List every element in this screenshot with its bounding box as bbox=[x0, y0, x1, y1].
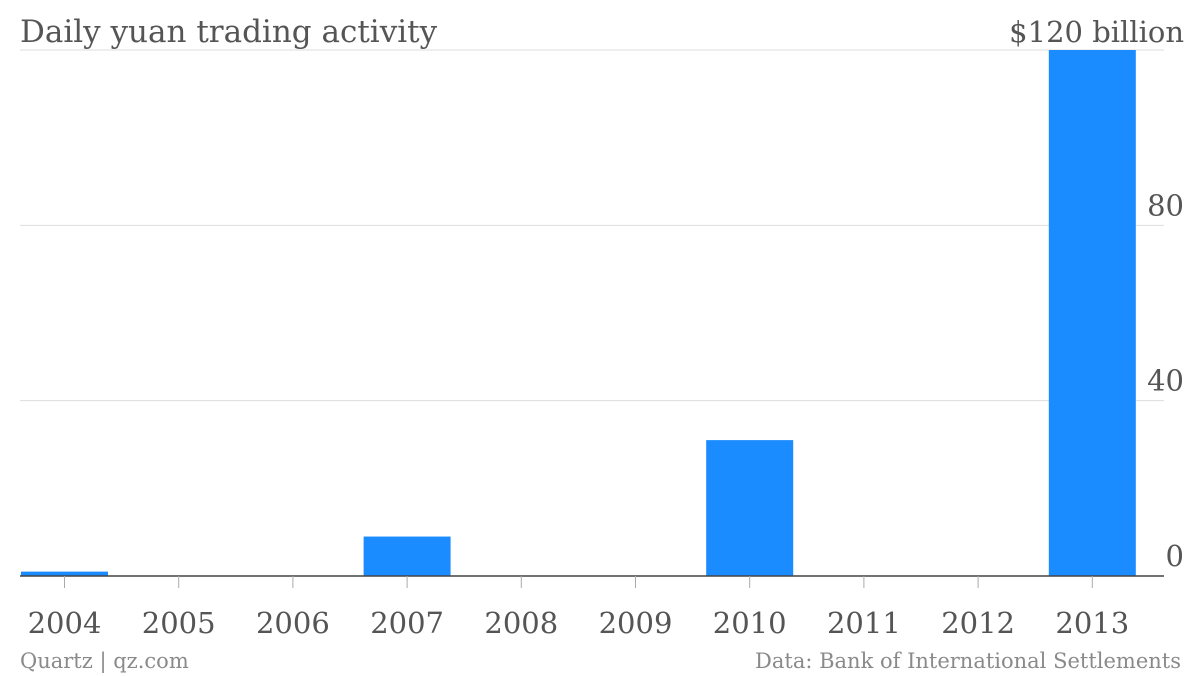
footer-source-left: Quartz | qz.com bbox=[20, 649, 189, 674]
y-tick-label: $120 billion bbox=[1009, 15, 1184, 49]
x-tick-label: 2007 bbox=[370, 606, 444, 640]
x-tick-label: 2008 bbox=[484, 606, 558, 640]
x-tick-label: 2004 bbox=[28, 606, 102, 640]
x-tick-marks bbox=[64, 576, 1093, 588]
bars bbox=[21, 50, 1136, 576]
footer-source-right: Data: Bank of International Settlements bbox=[755, 649, 1181, 673]
gridlines bbox=[20, 49, 1164, 402]
y-tick-label: 40 bbox=[1147, 364, 1184, 398]
bar-2004 bbox=[21, 571, 108, 576]
x-tick-labels: 2004 2005 2006 2007 2008 2009 2010 2011 2012 2013 bbox=[28, 606, 1130, 640]
bar-2010 bbox=[706, 440, 794, 576]
bar-2007 bbox=[363, 536, 451, 576]
y-tick-labels: 0 40 80 $120 billion bbox=[1009, 15, 1184, 573]
x-tick-label: 2005 bbox=[142, 606, 216, 640]
chart-title: Daily yuan trading activity bbox=[20, 14, 438, 50]
y-tick-label: 80 bbox=[1147, 188, 1184, 222]
x-tick-label: 2010 bbox=[713, 606, 787, 640]
bar-2013 bbox=[1048, 50, 1136, 576]
x-tick-label: 2009 bbox=[599, 606, 673, 640]
y-tick-label: 0 bbox=[1166, 539, 1184, 573]
x-tick-label: 2012 bbox=[941, 606, 1015, 640]
x-tick-label: 2011 bbox=[827, 606, 901, 640]
x-tick-label: 2006 bbox=[256, 606, 330, 640]
x-tick-label: 2013 bbox=[1055, 606, 1129, 640]
